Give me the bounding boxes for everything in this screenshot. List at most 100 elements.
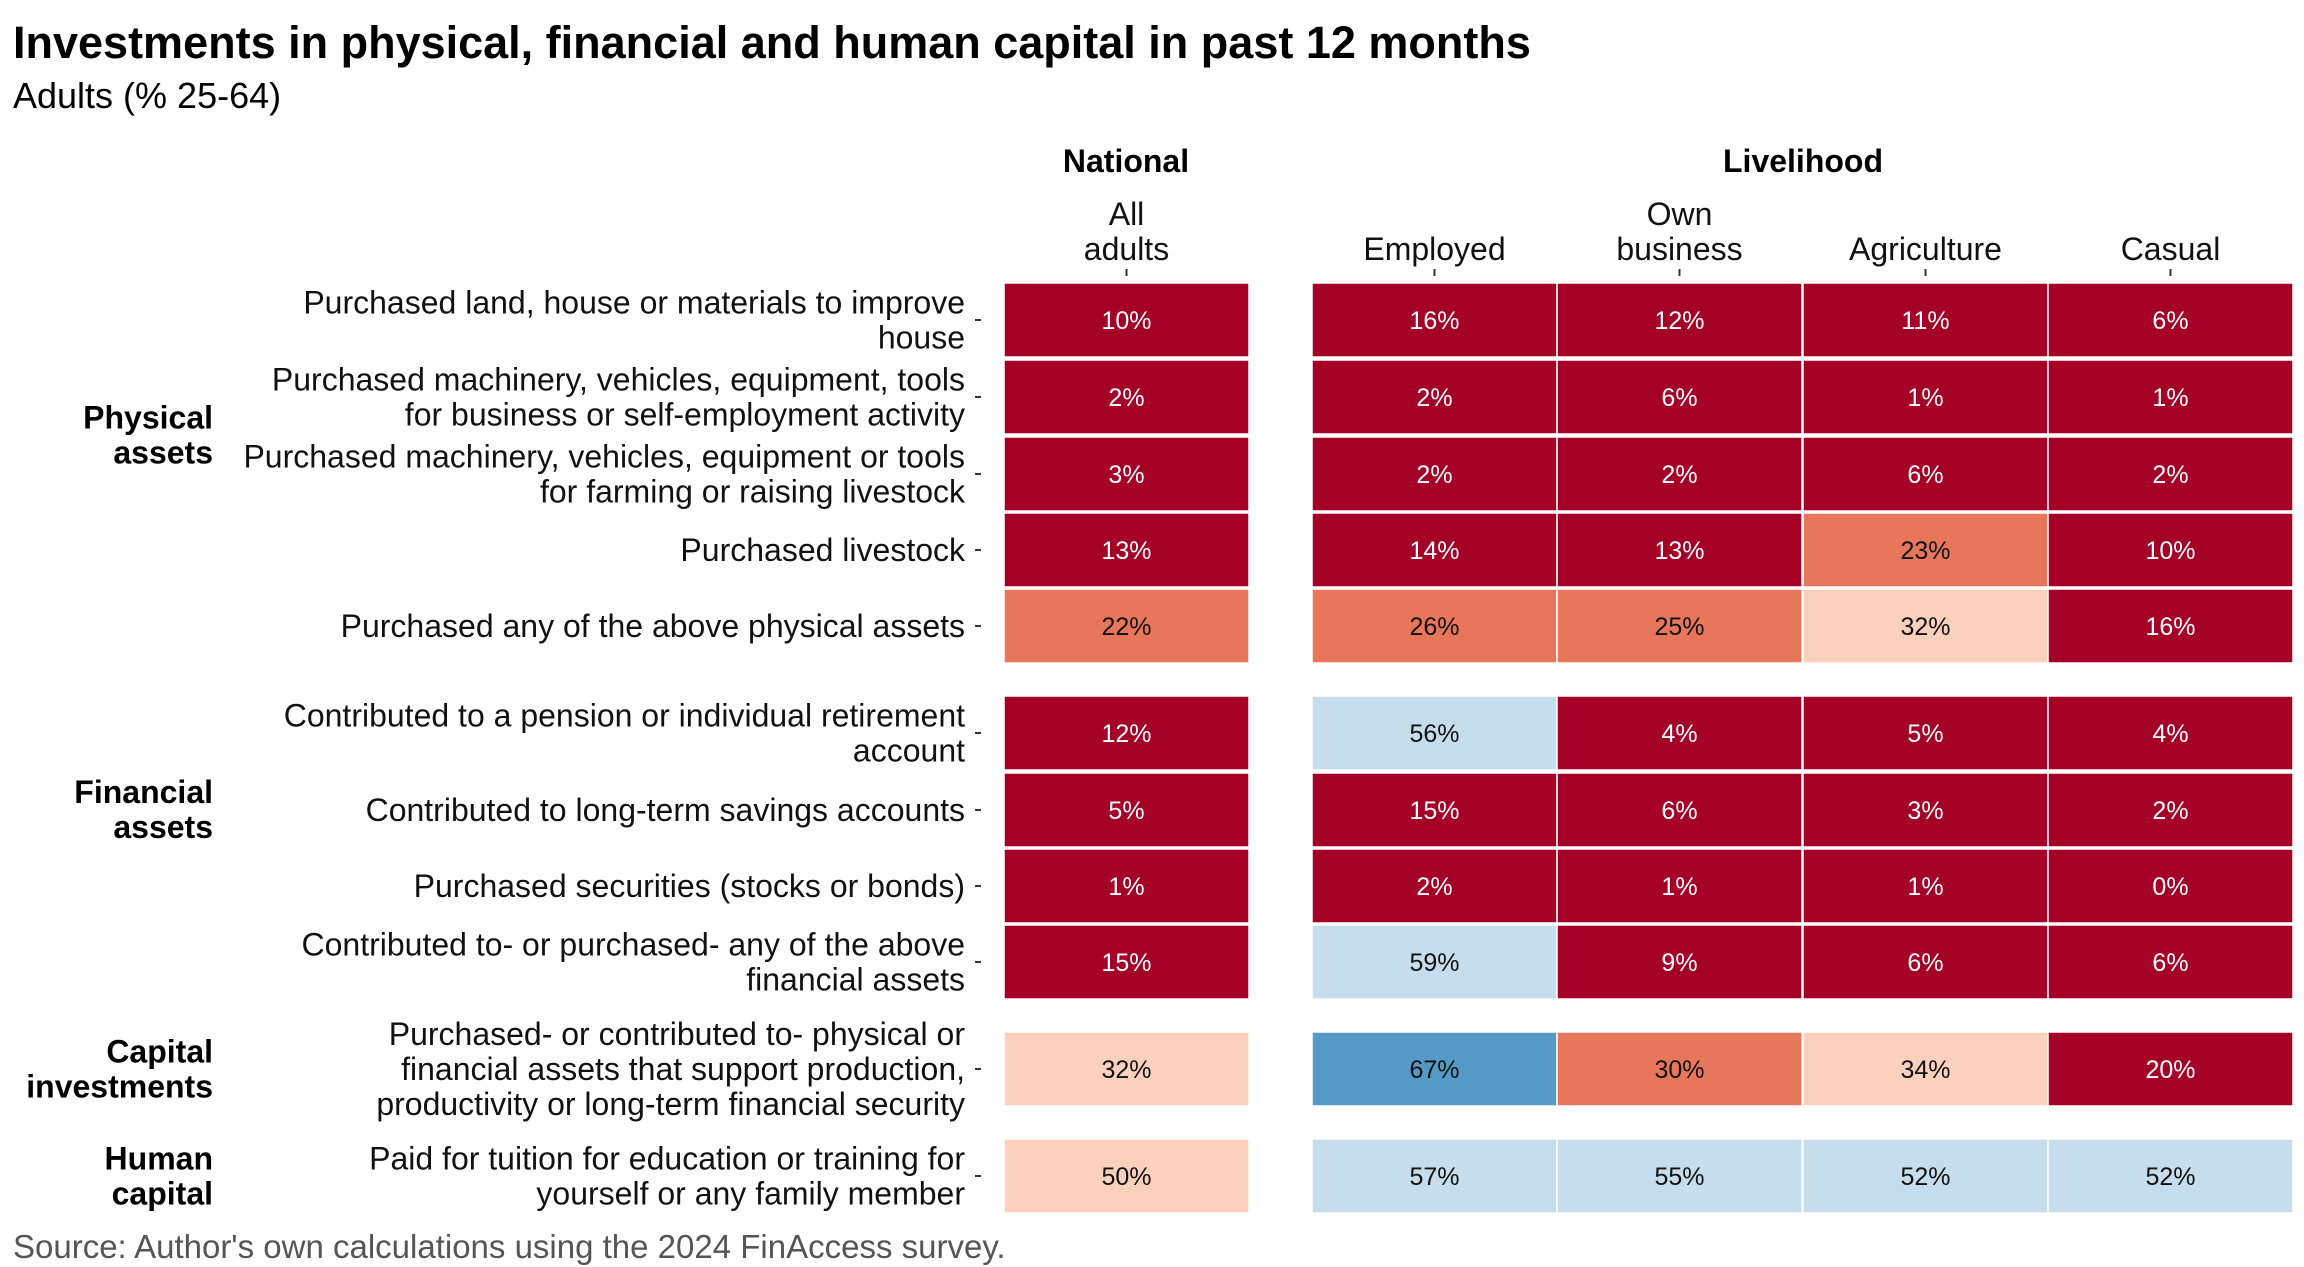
heatmap-cell (2047, 436, 2294, 512)
row-label: Contributed to long-term savings account… (366, 792, 965, 828)
chart-caption: Source: Author's own calculations using … (13, 1228, 1006, 1265)
section-label-financial-assets: Financial assets (74, 774, 213, 845)
cell-value-label: 16% (2145, 613, 2195, 641)
section-label-capital-investments: Capital investments (26, 1034, 213, 1105)
heatmap-cell (2047, 512, 2294, 588)
heatmap-cell (1003, 772, 1250, 848)
heatmap-cell (1003, 359, 1250, 435)
heatmap-cell (1556, 282, 1803, 358)
heatmap-cell (1003, 1138, 1250, 1214)
cell-value-label: 1% (1907, 384, 1943, 412)
heatmap-cell (2047, 695, 2294, 771)
cell-value-label: 1% (1108, 873, 1144, 901)
cell-value-label: 5% (1108, 797, 1144, 825)
heatmap-cell (1802, 436, 2049, 512)
heatmap-cell (1311, 695, 1558, 771)
cell-value-label: 6% (1907, 949, 1943, 977)
cell-value-label: 20% (2145, 1056, 2195, 1084)
cell-value-label: 34% (1900, 1056, 1950, 1084)
row-label: Paid for tuition for education or traini… (369, 1141, 965, 1212)
section-labels: Physical assets Financial assets Capital inve… (26, 400, 213, 1212)
heatmap-cell (1003, 848, 1250, 924)
heatmap-cell (2047, 1031, 2294, 1107)
cell-value-label: 10% (2145, 537, 2195, 565)
group-header-national: National (1063, 143, 1189, 179)
cell-value-label: 2% (2152, 797, 2188, 825)
heatmap-cell (1802, 359, 2049, 435)
heatmap-cell (1556, 924, 1803, 1000)
cell-value-label: 4% (2152, 720, 2188, 748)
heatmap-cell (1802, 1138, 2049, 1214)
row-label: Purchased livestock (680, 532, 966, 568)
heatmap-cell (2047, 772, 2294, 848)
cell-value-label: 15% (1409, 797, 1459, 825)
heatmap-cell (1802, 772, 2049, 848)
heatmap-cell (1311, 512, 1558, 588)
heatmap-cell (1802, 848, 2049, 924)
heatmap-cell (2047, 282, 2294, 358)
heatmap-cells: 10% 16% 12% 11% 6% 2% 2% 6% 1% 1% 3% 2% 2% 6% 2% 13% 14%… (1003, 282, 2294, 1214)
heatmap-cell (1556, 436, 1803, 512)
cell-value-label: 12% (1101, 720, 1151, 748)
cell-value-label: 3% (1907, 797, 1943, 825)
heatmap-cell (1311, 1031, 1558, 1107)
column-headers: National Livelihood All adults Employed Own bu… (1063, 143, 2220, 276)
row-labels: Purchased land, house or materials to im… (243, 285, 981, 1212)
cell-value-label: 32% (1101, 1056, 1151, 1084)
cell-value-label: 0% (2152, 873, 2188, 901)
row-label: Purchased- or contributed to- physical o… (376, 1016, 965, 1122)
cell-value-label: 59% (1409, 949, 1459, 977)
heatmap-cell (1556, 359, 1803, 435)
cell-value-label: 6% (1661, 384, 1697, 412)
heatmap-cell (1556, 588, 1803, 664)
cell-value-label: 16% (1409, 307, 1459, 335)
cell-value-label: 6% (2152, 307, 2188, 335)
cell-value-label: 50% (1101, 1163, 1151, 1191)
cell-value-label: 52% (2145, 1163, 2195, 1191)
cell-value-label: 2% (1108, 384, 1144, 412)
cell-value-label: 2% (1661, 461, 1697, 489)
heatmap-cell (1556, 772, 1803, 848)
cell-value-label: 2% (1416, 461, 1452, 489)
cell-value-label: 13% (1101, 537, 1151, 565)
chart-subtitle: Adults (% 25-64) (13, 75, 281, 116)
row-label: Purchased securities (stocks or bonds) (414, 868, 965, 904)
heatmap-cell (2047, 848, 2294, 924)
cell-value-label: 2% (1416, 384, 1452, 412)
cell-value-label: 1% (1907, 873, 1943, 901)
heatmap-cell (1556, 1138, 1803, 1214)
column-label-all-adults: All adults (1084, 196, 1169, 267)
cell-value-label: 23% (1900, 537, 1950, 565)
heatmap-cell (1311, 924, 1558, 1000)
cell-value-label: 15% (1101, 949, 1151, 977)
cell-value-label: 56% (1409, 720, 1459, 748)
cell-value-label: 22% (1101, 613, 1151, 641)
cell-value-label: 6% (2152, 949, 2188, 977)
heatmap-cell (1003, 436, 1250, 512)
row-label: Purchased land, house or materials to im… (303, 285, 965, 356)
row-label: Contributed to- or purchased- any of the… (301, 927, 965, 998)
heatmap-cell (1802, 512, 2049, 588)
cell-value-label: 1% (1661, 873, 1697, 901)
cell-value-label: 6% (1907, 461, 1943, 489)
cell-value-label: 6% (1661, 797, 1697, 825)
row-label: Purchased any of the above physical asse… (341, 608, 965, 644)
cell-value-label: 67% (1409, 1056, 1459, 1084)
heatmap-cell (1003, 1031, 1250, 1107)
cell-value-label: 3% (1108, 461, 1144, 489)
heatmap-cell (1311, 772, 1558, 848)
heatmap-cell (1003, 282, 1250, 358)
cell-value-label: 13% (1654, 537, 1704, 565)
heatmap-cell (1802, 282, 2049, 358)
heatmap-cell (1003, 924, 1250, 1000)
heatmap-cell (2047, 1138, 2294, 1214)
chart-title: Investments in physical, financial and h… (13, 17, 1531, 68)
heatmap-cell (1311, 436, 1558, 512)
heatmap-cell (1556, 695, 1803, 771)
column-label-casual: Casual (2121, 231, 2221, 267)
column-label-agriculture: Agriculture (1849, 231, 2002, 267)
heatmap-cell (1311, 588, 1558, 664)
heatmap-cell (1802, 924, 2049, 1000)
column-label-employed: Employed (1363, 231, 1505, 267)
heatmap-cell (1556, 1031, 1803, 1107)
